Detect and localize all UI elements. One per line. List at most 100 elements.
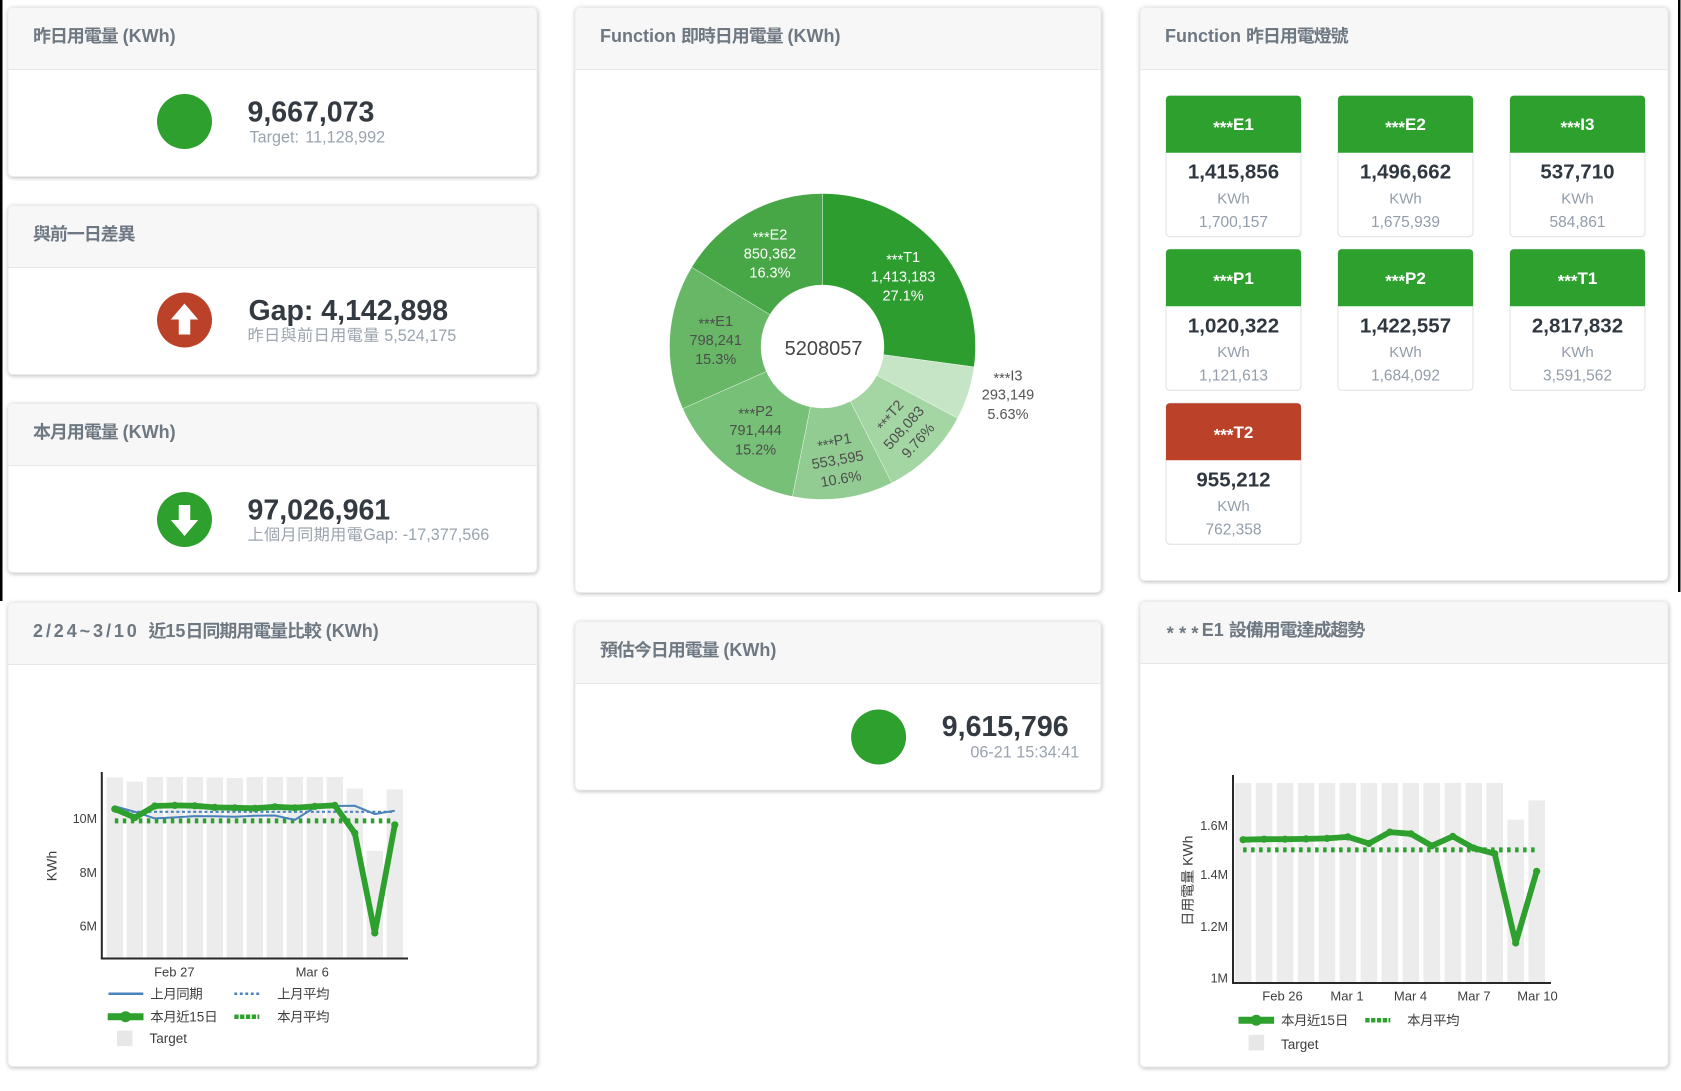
svg-text:6: 6 [322, 965, 329, 980]
svg-text:*: * [898, 253, 904, 269]
svg-text:*: * [1213, 272, 1220, 291]
svg-text:3,591,562: 3,591,562 [1543, 368, 1612, 385]
svg-text:955,212: 955,212 [1196, 468, 1270, 491]
svg-text:*: * [1220, 272, 1227, 291]
svg-text:1,422,557: 1,422,557 [1360, 314, 1451, 337]
svg-text:10.6%: 10.6% [819, 468, 862, 491]
svg-text:T1: T1 [1578, 269, 1598, 288]
svg-text:7: 7 [1483, 989, 1490, 1004]
svg-text:762,358: 762,358 [1206, 522, 1262, 539]
svg-text:*: * [1385, 272, 1392, 291]
svg-text:1: 1 [1356, 989, 1363, 1004]
svg-text:537,710: 537,710 [1540, 161, 1614, 184]
svg-text:*: * [1167, 623, 1174, 643]
svg-text:5208057: 5208057 [785, 338, 863, 360]
svg-text:T1: T1 [903, 250, 920, 266]
svg-text:11,128,992: 11,128,992 [305, 129, 385, 147]
svg-text:Target:: Target: [250, 129, 300, 147]
svg-text:*: * [1398, 272, 1405, 291]
svg-text:Function: Function [1165, 26, 1241, 46]
svg-text:15.2%: 15.2% [735, 442, 776, 458]
svg-text:791,444: 791,444 [729, 423, 781, 439]
svg-text:*: * [1398, 118, 1405, 137]
svg-text:Mar: Mar [1394, 989, 1417, 1004]
svg-text:1,121,613: 1,121,613 [1199, 368, 1268, 385]
svg-text:*: * [816, 438, 825, 455]
svg-text:KWh: KWh [1389, 191, 1422, 208]
svg-text:KWh: KWh [1389, 344, 1422, 361]
svg-text:4,142,898: 4,142,898 [321, 295, 448, 327]
svg-text:15: 15 [189, 1010, 204, 1025]
svg-text:*: * [994, 371, 1000, 387]
svg-text:26: 26 [1288, 989, 1302, 1004]
svg-text:E2: E2 [1405, 115, 1426, 134]
svg-text:1,415,856: 1,415,856 [1188, 161, 1279, 184]
svg-text:Gap:: Gap: [249, 295, 314, 327]
svg-text:(KWh): (KWh) [123, 26, 176, 46]
svg-text:10M: 10M [73, 812, 97, 826]
svg-text:10: 10 [1543, 989, 1557, 1004]
svg-text:Feb: Feb [1262, 989, 1284, 1004]
svg-text:E1: E1 [1233, 115, 1254, 134]
svg-text:4: 4 [1420, 989, 1427, 1004]
svg-text:*: * [1561, 118, 1568, 137]
svg-text:*: * [999, 371, 1005, 387]
svg-text:97,026,961: 97,026,961 [248, 494, 391, 526]
svg-text:15: 15 [165, 621, 185, 641]
svg-text:(KWh): (KWh) [123, 422, 176, 442]
svg-text:5.63%: 5.63% [987, 407, 1028, 423]
svg-text:(KWh): (KWh) [788, 26, 841, 46]
svg-text:*: * [698, 316, 704, 332]
svg-text:*: * [1558, 272, 1565, 291]
svg-text:*: * [758, 230, 764, 246]
svg-text:I3: I3 [1010, 369, 1022, 385]
svg-text:*: * [1567, 118, 1574, 137]
svg-text:*: * [822, 437, 831, 454]
svg-text:KWh: KWh [1561, 344, 1594, 361]
svg-text:KWh: KWh [1561, 191, 1594, 208]
svg-text:27: 27 [180, 965, 194, 980]
svg-text:1,496,662: 1,496,662 [1360, 161, 1451, 184]
svg-text:(KWh): (KWh) [326, 621, 379, 641]
svg-text:Mar: Mar [1517, 989, 1540, 1004]
svg-text:9,667,073: 9,667,073 [248, 96, 375, 128]
svg-text:584,861: 584,861 [1550, 214, 1606, 231]
svg-text:*: * [704, 316, 710, 332]
svg-text:*: * [1392, 272, 1399, 291]
svg-text:850,362: 850,362 [744, 247, 796, 263]
svg-text:*: * [710, 316, 716, 332]
svg-text:*: * [1220, 118, 1227, 137]
svg-text:27.1%: 27.1% [883, 289, 924, 305]
svg-text:KWh: KWh [1180, 836, 1196, 866]
svg-text:*: * [1191, 623, 1198, 643]
svg-text:*: * [1571, 272, 1578, 291]
svg-text:*: * [764, 230, 770, 246]
svg-text:KWh: KWh [43, 851, 59, 881]
svg-text:E2: E2 [770, 227, 788, 243]
svg-text:798,241: 798,241 [690, 333, 742, 349]
svg-text:8M: 8M [80, 866, 97, 880]
svg-text:KWh: KWh [1217, 191, 1250, 208]
svg-text:*: * [1564, 272, 1571, 291]
svg-text:E1: E1 [1202, 620, 1224, 640]
svg-text:*: * [892, 253, 898, 269]
svg-text:-17,377,566: -17,377,566 [403, 526, 489, 544]
svg-text:I3: I3 [1580, 115, 1594, 134]
svg-text:P1: P1 [833, 431, 853, 450]
svg-text:KWh: KWh [1217, 498, 1250, 515]
svg-text:Mar: Mar [1330, 989, 1353, 1004]
svg-text:*: * [738, 407, 744, 423]
svg-text:9,615,796: 9,615,796 [942, 711, 1069, 743]
svg-text:*: * [1213, 118, 1220, 137]
svg-text:*: * [750, 407, 756, 423]
svg-text:T2: T2 [1234, 423, 1254, 442]
svg-text:5,524,175: 5,524,175 [384, 327, 456, 345]
svg-text:Target: Target [1281, 1037, 1319, 1052]
svg-text:15: 15 [1320, 1013, 1335, 1028]
svg-text:Mar: Mar [1457, 989, 1480, 1004]
svg-text:*: * [744, 407, 750, 423]
svg-text:15.3%: 15.3% [695, 352, 736, 368]
svg-text:1,675,939: 1,675,939 [1371, 214, 1440, 231]
svg-text:15:34:41: 15:34:41 [1016, 743, 1079, 761]
svg-text:1M: 1M [1211, 972, 1228, 986]
